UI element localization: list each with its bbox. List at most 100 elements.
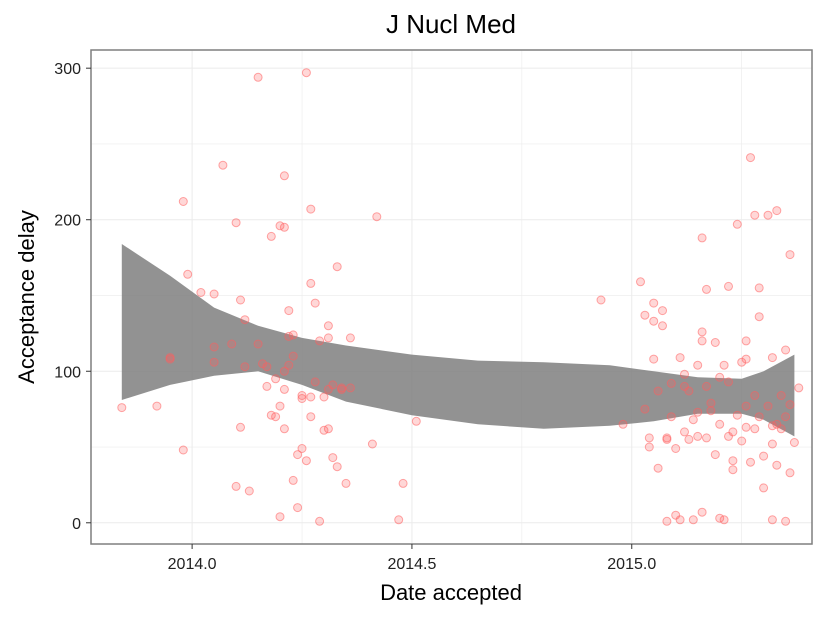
data-point (640, 310, 650, 320)
data-point (719, 360, 729, 370)
data-point (323, 424, 333, 434)
data-point (772, 206, 782, 216)
data-point (209, 342, 219, 352)
data-point (763, 401, 773, 411)
data-point (288, 351, 298, 361)
data-point (746, 153, 755, 163)
data-point (741, 401, 751, 411)
data-point (710, 450, 720, 460)
data-point (178, 197, 188, 206)
data-point (767, 515, 777, 525)
x-tick-label: 2015.0 (607, 556, 656, 573)
data-point (693, 360, 703, 370)
data-point (306, 204, 316, 214)
data-point (231, 218, 241, 228)
data-point (636, 277, 645, 287)
data-point (759, 451, 769, 461)
data-point (649, 298, 659, 308)
data-point (323, 321, 333, 331)
data-point (244, 486, 254, 496)
data-point (715, 419, 725, 429)
data-point (367, 439, 377, 449)
data-point (152, 401, 162, 411)
data-point (117, 403, 127, 413)
data-point (279, 222, 289, 232)
y-axis-title: Acceptance delay (14, 210, 39, 384)
data-point (785, 250, 795, 260)
data-point (262, 381, 272, 391)
data-point (715, 372, 725, 382)
data-point (653, 463, 663, 473)
data-point (680, 427, 689, 437)
data-point (680, 369, 689, 379)
chart-title: J Nucl Med (386, 9, 516, 39)
data-point (649, 316, 659, 326)
data-point (266, 231, 276, 241)
data-point (741, 354, 751, 364)
data-point (693, 407, 703, 417)
data-point (688, 415, 698, 425)
data-point (662, 516, 672, 526)
data-point (754, 283, 764, 293)
data-point (644, 433, 654, 443)
data-point (165, 353, 175, 363)
data-point (218, 160, 228, 170)
data-point (306, 412, 316, 422)
data-point (767, 439, 777, 449)
data-point (279, 384, 289, 394)
data-point (284, 360, 294, 370)
data-point (789, 438, 799, 447)
data-point (240, 362, 250, 372)
data-point (178, 445, 188, 455)
y-tick-label: 100 (54, 364, 81, 381)
data-point (750, 391, 760, 400)
data-point (253, 339, 263, 349)
data-point (306, 278, 316, 288)
data-point (724, 281, 733, 291)
data-point (781, 412, 791, 422)
data-point (301, 456, 311, 466)
data-point (323, 333, 333, 343)
data-point (754, 312, 764, 322)
data-point (411, 416, 421, 426)
data-point (271, 412, 281, 422)
data-point (301, 68, 311, 78)
scatter-points (117, 68, 804, 526)
data-point (719, 515, 729, 525)
data-point (288, 475, 298, 485)
data-point (644, 442, 654, 452)
data-point (767, 353, 777, 363)
data-point (658, 306, 667, 316)
data-point (754, 412, 764, 422)
data-point (702, 284, 711, 294)
data-point (737, 436, 747, 446)
x-axis-title: Date accepted (380, 580, 522, 605)
data-point (666, 412, 676, 422)
data-point (398, 478, 408, 488)
data-point (750, 210, 760, 220)
data-point (394, 515, 404, 525)
data-point (262, 362, 272, 372)
data-point (345, 383, 355, 393)
data-point (337, 384, 347, 394)
data-point (279, 366, 289, 376)
data-point (297, 444, 307, 453)
data-point (341, 478, 351, 488)
data-point (279, 424, 289, 434)
data-point (785, 400, 795, 410)
data-point (776, 391, 786, 400)
data-point (328, 380, 338, 390)
data-point (772, 460, 782, 470)
data-point (618, 419, 628, 429)
data-point (328, 453, 338, 463)
y-tick-label: 0 (72, 516, 81, 533)
data-point (640, 404, 650, 414)
plot-border (90, 49, 813, 545)
x-axis-ticks: 2014.0 2014.5 2015.0 (168, 544, 656, 573)
x-tick-label: 2014.0 (168, 556, 217, 573)
data-point (697, 233, 707, 243)
data-point (697, 327, 707, 337)
data-point (728, 465, 738, 475)
data-point (196, 288, 206, 297)
data-point (728, 456, 738, 466)
